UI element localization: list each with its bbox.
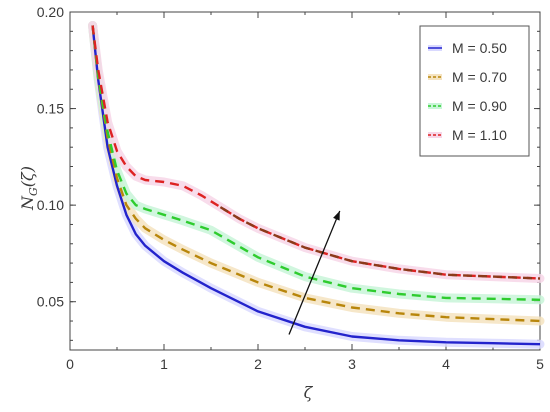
y-tick-label: 0.20 [37, 4, 64, 20]
axis-ticks: 0 1 2 3 4 5 0.05 0.10 0.15 0.20 [37, 4, 544, 372]
x-tick-label: 5 [536, 356, 544, 372]
y-tick-label: 0.05 [37, 294, 64, 310]
legend-item: M = 0.50 [428, 40, 507, 56]
trend-arrow-head [333, 210, 340, 221]
series-line-2 [91, 25, 541, 323]
series-line-3 [91, 25, 541, 301]
x-tick-label: 2 [254, 356, 262, 372]
y-tick-label: 0.10 [37, 197, 64, 213]
x-tick-label: 1 [160, 356, 168, 372]
y-axis-title-main: N [18, 195, 37, 211]
y-axis-title-arg: (ζ) [18, 166, 37, 187]
y-axis-title-sub: G [27, 187, 40, 196]
legend-label: M = 0.50 [452, 40, 507, 56]
x-axis-title: ζ [304, 383, 314, 402]
legend-items: M = 0.50 M = 0.70 M = 0.90 M = 1.10 [428, 40, 507, 143]
x-tick-label: 0 [66, 356, 74, 372]
legend-item: M = 0.70 [428, 69, 507, 85]
trend-arrow-shaft [288, 210, 341, 335]
legend-item: M = 0.90 [428, 98, 507, 114]
svg-text:NG(ζ): NG(ζ) [18, 166, 40, 211]
x-tick-label: 3 [348, 356, 356, 372]
legend-label: M = 0.70 [452, 69, 507, 85]
legend: M = 0.50 M = 0.70 M = 0.90 M = 1.10 [419, 25, 530, 157]
x-tick-label: 4 [442, 356, 450, 372]
series-line-4 [91, 25, 541, 280]
series-line-4-tail [219, 206, 541, 280]
trend-arrow [288, 210, 341, 335]
legend-label: M = 1.10 [452, 127, 507, 143]
legend-label: M = 0.90 [452, 98, 507, 114]
legend-item: M = 1.10 [428, 127, 507, 143]
y-axis-title: NG(ζ) [18, 166, 40, 211]
series-line-1 [91, 25, 541, 346]
series-lines [91, 25, 541, 346]
y-tick-label: 0.15 [37, 101, 64, 117]
